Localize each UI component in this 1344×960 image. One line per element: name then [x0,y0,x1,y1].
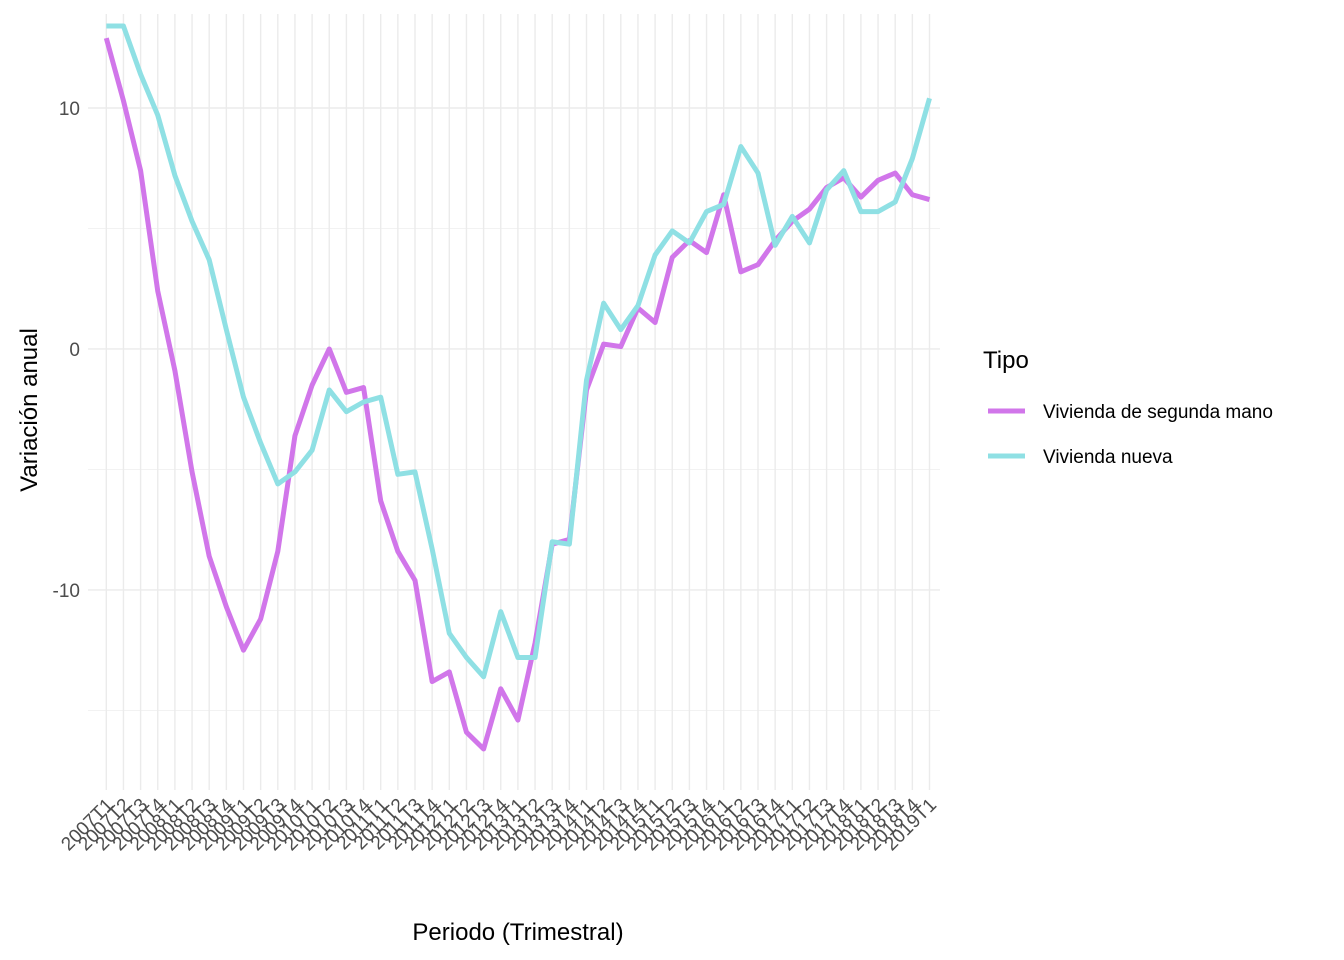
legend-label: Vivienda de segunda mano [1043,402,1273,423]
y-tick-label: -10 [53,581,80,602]
series-line [106,23,932,680]
legend: Tipo Vivienda de segunda mano Vivienda nu… [983,347,1273,468]
series-lines [103,23,932,752]
minor-gridlines [88,227,940,711]
y-tick-label: 0 [69,340,80,361]
y-tick-label: 10 [59,99,80,120]
y-axis-title: Variación anual [16,328,43,492]
y-axis-ticks: -10 0 10 [53,99,80,602]
legend-label: Vivienda nueva [1043,447,1173,468]
legend-title: Tipo [983,347,1029,374]
x-axis-title: Periodo (Trimestral) [412,919,623,946]
legend-items: Vivienda de segunda mano Vivienda nueva [988,402,1273,468]
x-axis-ticks: 2007T12007T22007T32007T42008T12008T22008… [57,794,941,855]
major-gridlines [88,14,940,790]
